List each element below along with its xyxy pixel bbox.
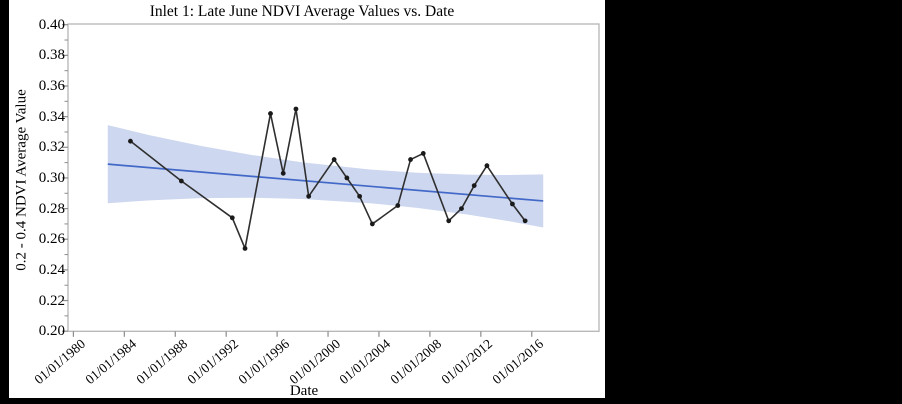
y-tick-label: 0.24: [38, 261, 65, 278]
data-point-marker: [395, 203, 401, 208]
data-point-marker: [459, 206, 464, 212]
y-tick-label: 0.22: [38, 292, 65, 309]
data-point-marker: [293, 106, 299, 112]
data-point-marker: [280, 170, 286, 176]
data-point-marker: [306, 193, 312, 199]
data-point-marker: [268, 111, 273, 116]
data-point-marker: [509, 201, 515, 207]
data-point-marker: [178, 178, 184, 184]
y-tick-label: 0.30: [38, 169, 65, 186]
y-tick-label: 0.28: [38, 200, 65, 217]
data-point-marker: [331, 157, 337, 162]
data-point-marker: [229, 215, 235, 221]
data-point-marker: [242, 246, 248, 251]
data-point-marker: [344, 175, 350, 181]
confidence-band: [107, 125, 544, 228]
chart-title: Inlet 1: Late June NDVI Average Values v…: [149, 3, 455, 20]
plot-canvas: [62, 23, 600, 337]
data-point-marker: [408, 157, 413, 162]
y-tick-label: 0.38: [38, 47, 65, 64]
y-tick-label: 0.40: [38, 16, 65, 33]
data-point-marker: [128, 138, 133, 144]
y-tick-label: 0.26: [38, 231, 65, 248]
data-point-marker: [484, 163, 490, 169]
data-point-marker: [471, 183, 477, 189]
data-point-marker: [357, 193, 363, 199]
data-point-marker: [522, 218, 528, 224]
data-point-marker: [446, 218, 452, 224]
x-axis-title: Date: [289, 383, 319, 399]
y-tick-label: 0.34: [38, 108, 65, 125]
data-point-marker: [369, 221, 375, 227]
y-tick-label: 0.20: [38, 323, 65, 340]
trend-line: [107, 163, 544, 202]
y-tick-label: 0.36: [38, 78, 65, 94]
chart-panel: Inlet 1: Late June NDVI Average Values v…: [9, 0, 605, 399]
y-tick-label: 0.32: [38, 139, 65, 156]
data-point-marker: [420, 151, 426, 156]
